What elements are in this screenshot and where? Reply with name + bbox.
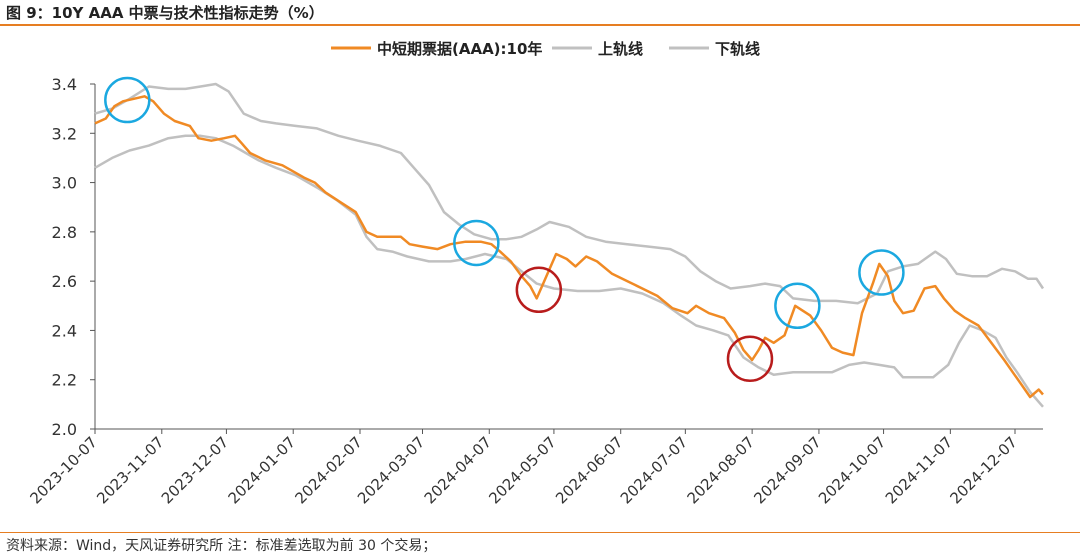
line-chart: 中短期票据(AAA):10年 上轨线 下轨线 2.0 2.2 2.4 2.6 2.8 3.…	[26, 40, 1045, 507]
highlight-circles	[104, 76, 905, 383]
x-tick-label: 2024-12-07	[946, 433, 1020, 507]
y-tick-label: 2.4	[52, 321, 77, 340]
y-tick-label: 2.6	[52, 272, 77, 291]
highlight-circle-6	[858, 249, 905, 296]
series-lines	[94, 82, 1045, 408]
legend-label-series-3: 下轨线	[715, 40, 760, 58]
y-tick-label: 2.2	[52, 371, 77, 390]
x-tick-label: 2023-10-07	[26, 433, 100, 507]
x-ticks: 2023-10-072023-11-072023-12-072024-01-07…	[26, 429, 1021, 507]
x-tick-label: 2024-08-07	[684, 433, 758, 507]
x-tick-label: 2024-09-07	[750, 433, 824, 507]
source-note: 资料来源：Wind，天风证券研究所 注：标准差选取为前 30 个交易；	[6, 538, 437, 554]
series-line-1	[94, 95, 1044, 399]
x-tick-label: 2024-06-07	[552, 433, 626, 507]
x-tick-label: 2024-01-07	[225, 433, 299, 507]
x-tick-label: 2023-12-07	[158, 433, 232, 507]
highlight-circle-5	[774, 282, 821, 330]
y-tick-label: 3.2	[52, 124, 77, 143]
y-tick-label: 2.0	[52, 420, 77, 439]
title-rule	[0, 24, 1080, 26]
x-tick-label: 2024-07-07	[617, 433, 691, 507]
chart-title: 图 9：10Y AAA 中票与技术性指标走势（%）	[6, 4, 324, 22]
series-line-3	[94, 134, 1044, 408]
highlight-circle-3	[515, 266, 563, 314]
x-tick-label: 2024-03-07	[354, 433, 428, 507]
x-tick-label: 2024-10-07	[815, 433, 889, 507]
y-tick-label: 3.4	[52, 75, 77, 94]
source-rule	[0, 532, 1080, 533]
highlight-circle-2	[453, 219, 500, 267]
series-line-2	[94, 82, 1045, 305]
legend-label-series-1: 中短期票据(AAA):10年	[377, 40, 542, 58]
y-tick-label: 3.0	[52, 174, 77, 193]
x-tick-label: 2024-11-07	[882, 433, 956, 507]
x-tick-label: 2023-11-07	[93, 433, 167, 507]
highlight-circle-4	[726, 335, 774, 383]
highlight-circle-1	[104, 76, 151, 124]
legend: 中短期票据(AAA):10年 上轨线 下轨线	[331, 40, 760, 58]
x-tick-label: 2024-04-07	[421, 433, 495, 507]
y-ticks: 2.0 2.2 2.4 2.6 2.8 3.0 3.2 3.4	[52, 75, 95, 439]
legend-label-series-2: 上轨线	[598, 40, 643, 58]
x-tick-label: 2024-05-07	[485, 433, 559, 507]
y-tick-label: 2.8	[52, 223, 77, 242]
